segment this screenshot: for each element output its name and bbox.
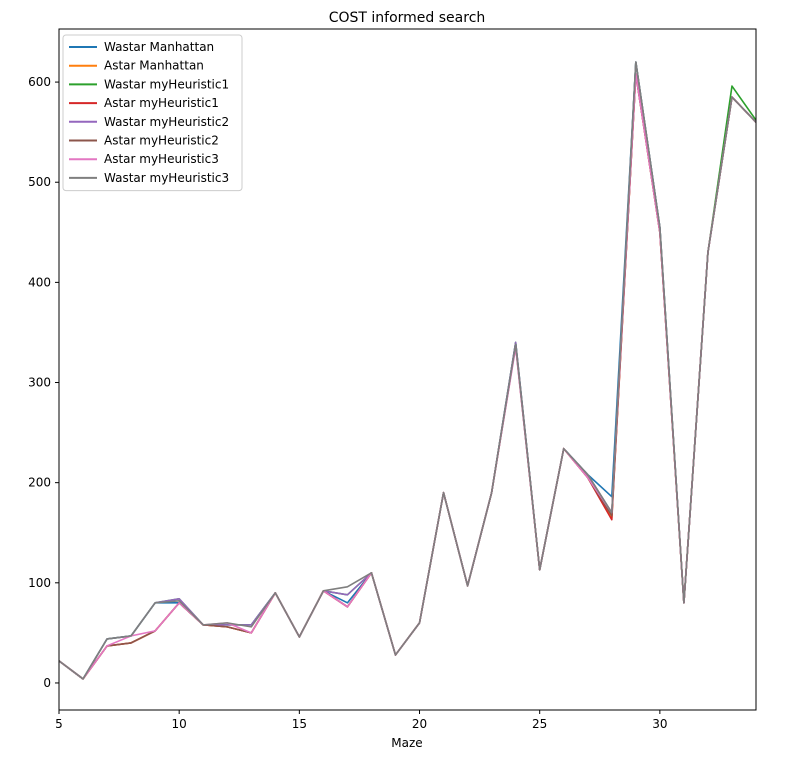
y-tick-label: 300 (28, 376, 51, 390)
y-tick-label: 200 (28, 476, 51, 490)
legend-label: Astar Manhattan (104, 59, 204, 73)
legend-label: Wastar myHeuristic1 (104, 77, 229, 91)
y-tick-label: 400 (28, 275, 51, 289)
legend-box (62, 34, 243, 192)
legend-label: Wastar myHeuristic3 (104, 171, 229, 185)
y-tick-label: 100 (28, 576, 51, 590)
y-tick-label: 0 (43, 676, 51, 690)
x-tick-label: 25 (532, 717, 547, 731)
legend-label: Wastar myHeuristic2 (104, 115, 229, 129)
x-axis-label: Maze (391, 736, 422, 750)
y-tick-label: 600 (28, 75, 51, 89)
plot-area (59, 61, 756, 680)
series-lines (59, 61, 756, 680)
legend-label: Wastar Manhattan (104, 40, 214, 54)
x-tick-label: 10 (172, 717, 187, 731)
legend-label: Astar myHeuristic1 (104, 96, 219, 110)
x-tick-label: 30 (652, 717, 667, 731)
plot-frame (58, 28, 757, 711)
y-tick-label: 500 (28, 175, 51, 189)
x-tick-label: 20 (412, 717, 427, 731)
series-line-wastar-myheuristic3 (59, 61, 756, 680)
legend-label: Astar myHeuristic3 (104, 152, 219, 166)
x-tick-label: 5 (55, 717, 63, 731)
legend: Wastar Manhattan Astar Manhattan Wastar my… (62, 34, 243, 192)
legend-label: Astar myHeuristic2 (104, 134, 219, 148)
x-tick-label: 15 (292, 717, 307, 731)
chart-title: COST informed search (329, 10, 486, 26)
